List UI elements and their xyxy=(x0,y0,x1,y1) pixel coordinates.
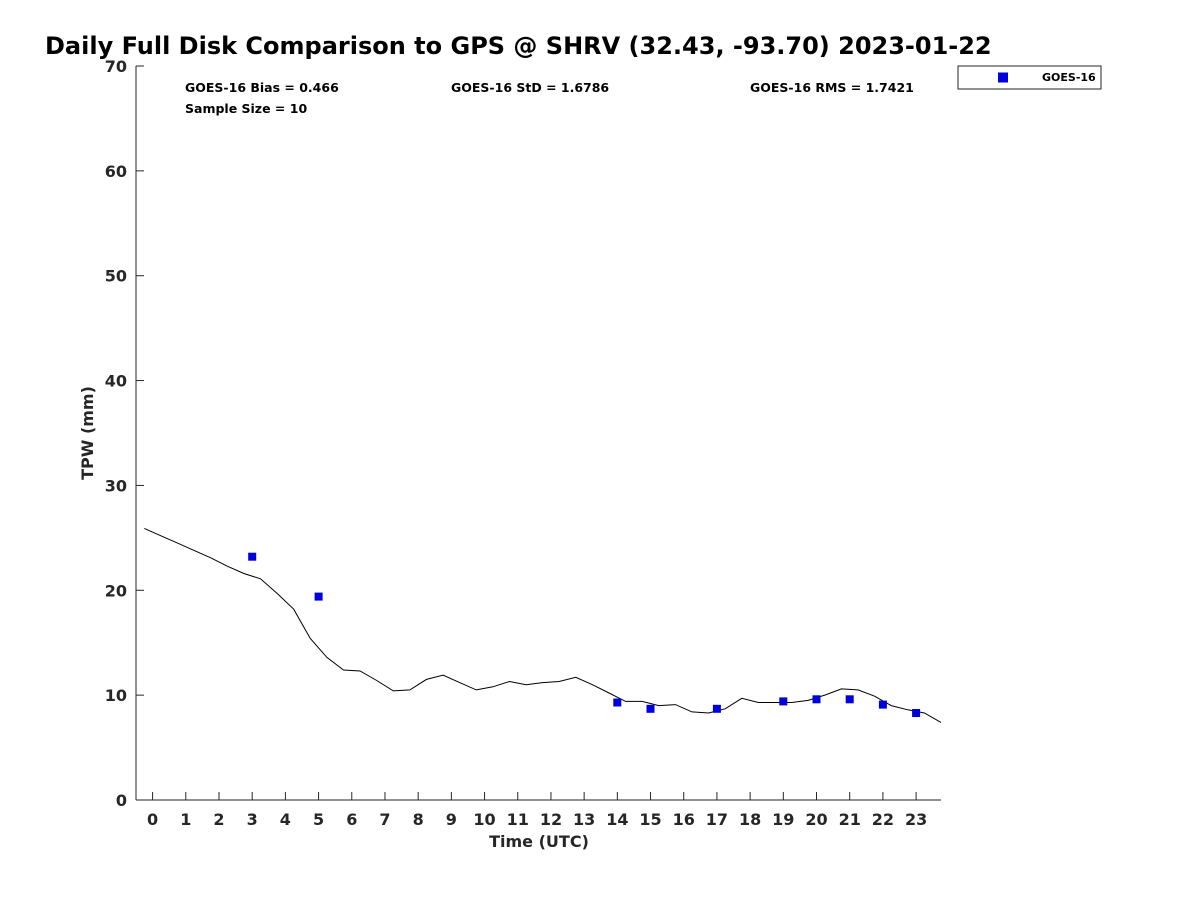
x-tick-label: 23 xyxy=(905,810,927,829)
goes16-point xyxy=(845,695,854,704)
x-axis-ticks: 0 1 2 3 4 5 6 7 8 9 10 11 12 13 14 15 16 17 18 19 20 21 22 23 xyxy=(147,792,927,829)
x-tick-label: 16 xyxy=(673,810,695,829)
x-tick-label: 6 xyxy=(346,810,357,829)
goes16-point xyxy=(248,552,257,561)
goes16-point xyxy=(812,695,821,704)
x-tick-label: 9 xyxy=(446,810,457,829)
y-tick-label: 0 xyxy=(116,791,127,810)
goes16-point xyxy=(314,592,323,601)
legend-label-goes16: GOES-16 xyxy=(1042,71,1096,84)
x-tick-label: 2 xyxy=(213,810,224,829)
x-tick-label: 3 xyxy=(247,810,258,829)
x-tick-label: 17 xyxy=(706,810,728,829)
goes16-point xyxy=(613,698,622,707)
x-tick-label: 18 xyxy=(739,810,761,829)
x-tick-label: 10 xyxy=(473,810,495,829)
y-tick-label: 10 xyxy=(105,686,127,705)
y-tick-label: 50 xyxy=(105,267,127,286)
std-stat: GOES-16 StD = 1.6786 xyxy=(451,80,609,95)
x-tick-label: 4 xyxy=(280,810,291,829)
x-tick-label: 12 xyxy=(540,810,562,829)
x-tick-label: 1 xyxy=(180,810,191,829)
x-tick-label: 14 xyxy=(606,810,628,829)
y-tick-label: 40 xyxy=(105,372,127,391)
goes16-point xyxy=(712,704,721,713)
legend-box xyxy=(957,65,1102,90)
x-tick-label: 0 xyxy=(147,810,158,829)
x-tick-label: 22 xyxy=(872,810,894,829)
x-tick-label: 15 xyxy=(639,810,661,829)
goes16-point xyxy=(779,697,788,706)
x-axis-label: Time (UTC) xyxy=(489,832,589,851)
goes16-point xyxy=(878,700,887,709)
x-tick-label: 19 xyxy=(772,810,794,829)
y-axis-label: TPW (mm) xyxy=(78,386,97,480)
gps-tpw-line xyxy=(144,527,942,723)
x-tick-label: 13 xyxy=(573,810,595,829)
x-tick-label: 8 xyxy=(413,810,424,829)
y-axis-ticks: 0 10 20 30 40 50 60 70 xyxy=(105,57,144,810)
y-tick-label: 70 xyxy=(105,57,127,76)
x-tick-label: 7 xyxy=(379,810,390,829)
goes16-point xyxy=(646,704,655,713)
y-tick-label: 60 xyxy=(105,162,127,181)
legend-marker-goes16 xyxy=(998,72,1008,83)
rms-stat: GOES-16 RMS = 1.7421 xyxy=(750,80,914,95)
chart-title: Daily Full Disk Comparison to GPS @ SHRV… xyxy=(45,32,992,60)
legend: GOES-16 xyxy=(957,65,1102,90)
bias-stat: GOES-16 Bias = 0.466 xyxy=(185,80,339,95)
goes16-point xyxy=(912,709,921,717)
x-tick-label: 21 xyxy=(839,810,861,829)
x-tick-label: 11 xyxy=(507,810,529,829)
x-tick-label: 5 xyxy=(313,810,324,829)
plot-axes xyxy=(135,66,941,801)
series-layer xyxy=(144,527,942,723)
y-tick-label: 20 xyxy=(105,581,127,600)
y-tick-label: 30 xyxy=(105,476,127,495)
x-tick-label: 20 xyxy=(805,810,827,829)
sample-size-stat: Sample Size = 10 xyxy=(185,101,307,116)
